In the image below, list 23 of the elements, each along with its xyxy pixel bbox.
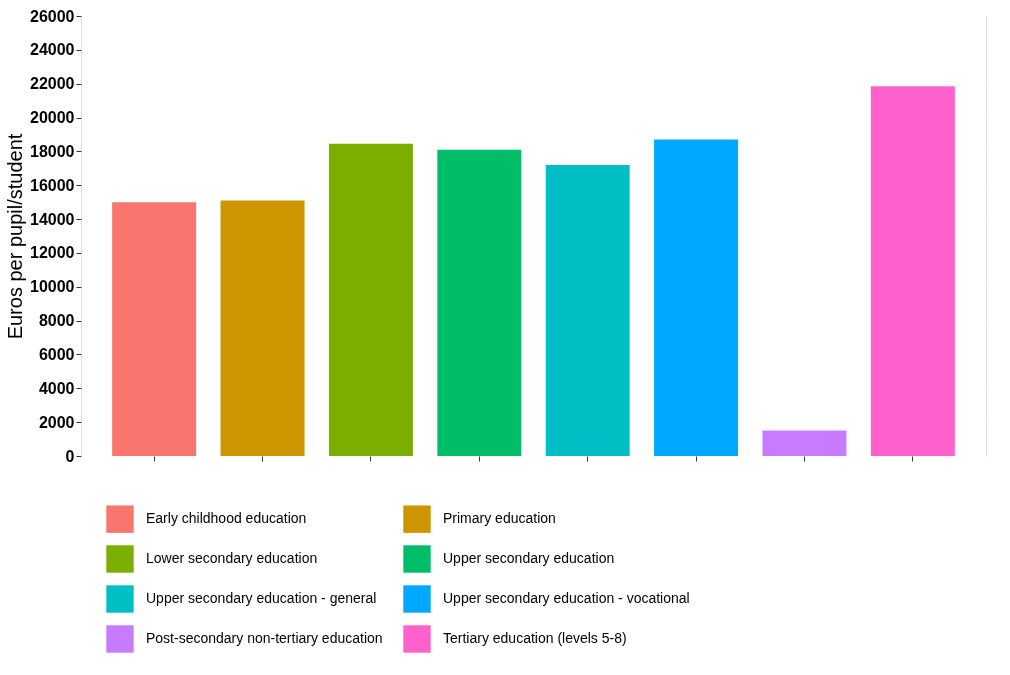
y-tick-label: 20000 <box>30 109 75 127</box>
y-tick-label: 8000 <box>38 312 75 330</box>
legend-label: Lower secondary education <box>146 550 318 566</box>
y-tick-label: 24000 <box>30 41 75 59</box>
y-tick-label: 6000 <box>38 345 75 363</box>
y-tick-label: 22000 <box>30 75 75 93</box>
y-tick-label: 26000 <box>30 7 75 25</box>
y-tick-label: 18000 <box>30 142 75 160</box>
y-tick-label: 16000 <box>30 176 75 194</box>
legend-label: Tertiary education (levels 5-8) <box>443 630 627 646</box>
legend-label: Primary education <box>443 510 556 527</box>
y-tick-label: 10000 <box>30 278 75 296</box>
y-tick-label: 12000 <box>30 244 75 262</box>
legend-label: Post-secondary non-tertiary education <box>146 630 383 646</box>
y-tick-label: 0 <box>65 447 75 465</box>
y-tick-label: 2000 <box>38 413 75 431</box>
legend-label: Early childhood education <box>146 510 307 527</box>
legend-label: Upper secondary education <box>443 550 615 566</box>
y-axis-title: Euros per pupil/student <box>4 133 27 340</box>
y-tick-label: 4000 <box>38 379 75 397</box>
legend-label: Upper secondary education - general <box>146 590 377 606</box>
legend-label: Upper secondary education - vocational <box>443 590 690 606</box>
y-tick-label: 14000 <box>30 210 75 228</box>
